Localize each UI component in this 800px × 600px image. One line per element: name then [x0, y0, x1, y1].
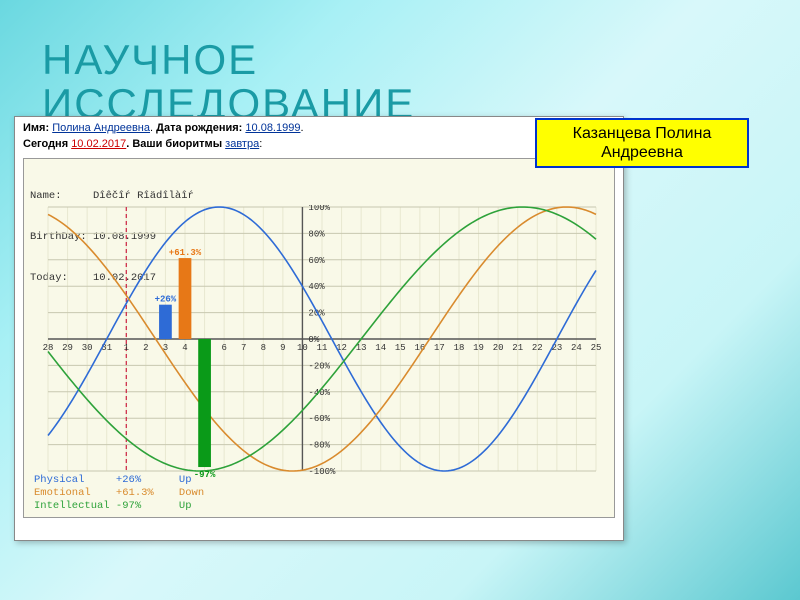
svg-text:80%: 80% — [308, 229, 325, 239]
svg-text:-80%: -80% — [308, 441, 330, 451]
svg-text:15: 15 — [395, 343, 406, 353]
svg-text:14: 14 — [375, 343, 386, 353]
svg-text:4: 4 — [182, 343, 187, 353]
svg-text:19: 19 — [473, 343, 484, 353]
legend: Physical +26% Up Emotional +61.3% DownIn… — [34, 474, 204, 513]
svg-text:+61.3%: +61.3% — [169, 248, 202, 258]
header-line-2: Сегодня 10.02.2017. Ваши биоритмы завтра… — [15, 136, 623, 154]
svg-text:-20%: -20% — [308, 361, 330, 371]
meta-name: Name: Dîêčîŕ Rîädîlàîŕ — [30, 190, 194, 204]
student-name-badge: Казанцева Полина Андреевна — [535, 118, 749, 168]
svg-text:60%: 60% — [308, 256, 325, 266]
svg-text:7: 7 — [241, 343, 246, 353]
birth-label: Дата рождения: — [156, 122, 245, 134]
today-value: 10.02.2017 — [71, 138, 126, 150]
plot-area: 100%80%60%40%20%0%-20%-40%-60%-80%-100%2… — [42, 205, 602, 485]
svg-text:28: 28 — [43, 343, 54, 353]
birth-value[interactable]: 10.08.1999 — [245, 122, 300, 134]
svg-text:1: 1 — [124, 343, 129, 353]
svg-text:40%: 40% — [308, 282, 325, 292]
svg-text:18: 18 — [454, 343, 465, 353]
svg-text:9: 9 — [280, 343, 285, 353]
legend-row: Intellectual -97% Up — [34, 500, 204, 513]
chart-panel: Name: Dîêčîŕ Rîädîlàîŕ BirthDay: 10.08.1… — [23, 158, 615, 518]
svg-text:-60%: -60% — [308, 414, 330, 424]
svg-text:30: 30 — [82, 343, 93, 353]
badge-line1: Казанцева Полина — [541, 124, 743, 143]
svg-text:2: 2 — [143, 343, 148, 353]
svg-text:21: 21 — [512, 343, 523, 353]
header-line-1: Имя: Полина Андреевна. Дата рождения: 10… — [15, 117, 623, 136]
biorhythm-chart: 100%80%60%40%20%0%-20%-40%-60%-80%-100%2… — [42, 205, 602, 485]
svg-text:25: 25 — [591, 343, 602, 353]
svg-text:20: 20 — [493, 343, 504, 353]
svg-text:-40%: -40% — [308, 388, 330, 398]
svg-text:100%: 100% — [308, 205, 330, 213]
svg-text:10: 10 — [297, 343, 308, 353]
svg-text:11: 11 — [317, 343, 328, 353]
svg-text:29: 29 — [62, 343, 73, 353]
badge-line2: Андреевна — [541, 143, 743, 162]
legend-row: Emotional +61.3% Down — [34, 487, 204, 500]
svg-text:-100%: -100% — [308, 467, 336, 477]
tomorrow-link[interactable]: завтра — [225, 138, 259, 150]
svg-text:+26%: +26% — [155, 295, 177, 305]
svg-text:17: 17 — [434, 343, 445, 353]
legend-row: Physical +26% Up — [34, 474, 204, 487]
name-value[interactable]: Полина Андреевна — [52, 122, 150, 134]
svg-text:8: 8 — [261, 343, 266, 353]
slide-title: НАУЧНОЕ ИССЛЕДОВАНИЕ — [42, 38, 415, 126]
svg-text:6: 6 — [221, 343, 226, 353]
slide-title-line1: НАУЧНОЕ — [42, 38, 415, 82]
svg-text:22: 22 — [532, 343, 543, 353]
biorhythm-window: Имя: Полина Андреевна. Дата рождения: 10… — [14, 116, 624, 541]
today-label: Сегодня — [23, 138, 71, 150]
name-label: Имя: — [23, 122, 52, 134]
svg-text:24: 24 — [571, 343, 582, 353]
